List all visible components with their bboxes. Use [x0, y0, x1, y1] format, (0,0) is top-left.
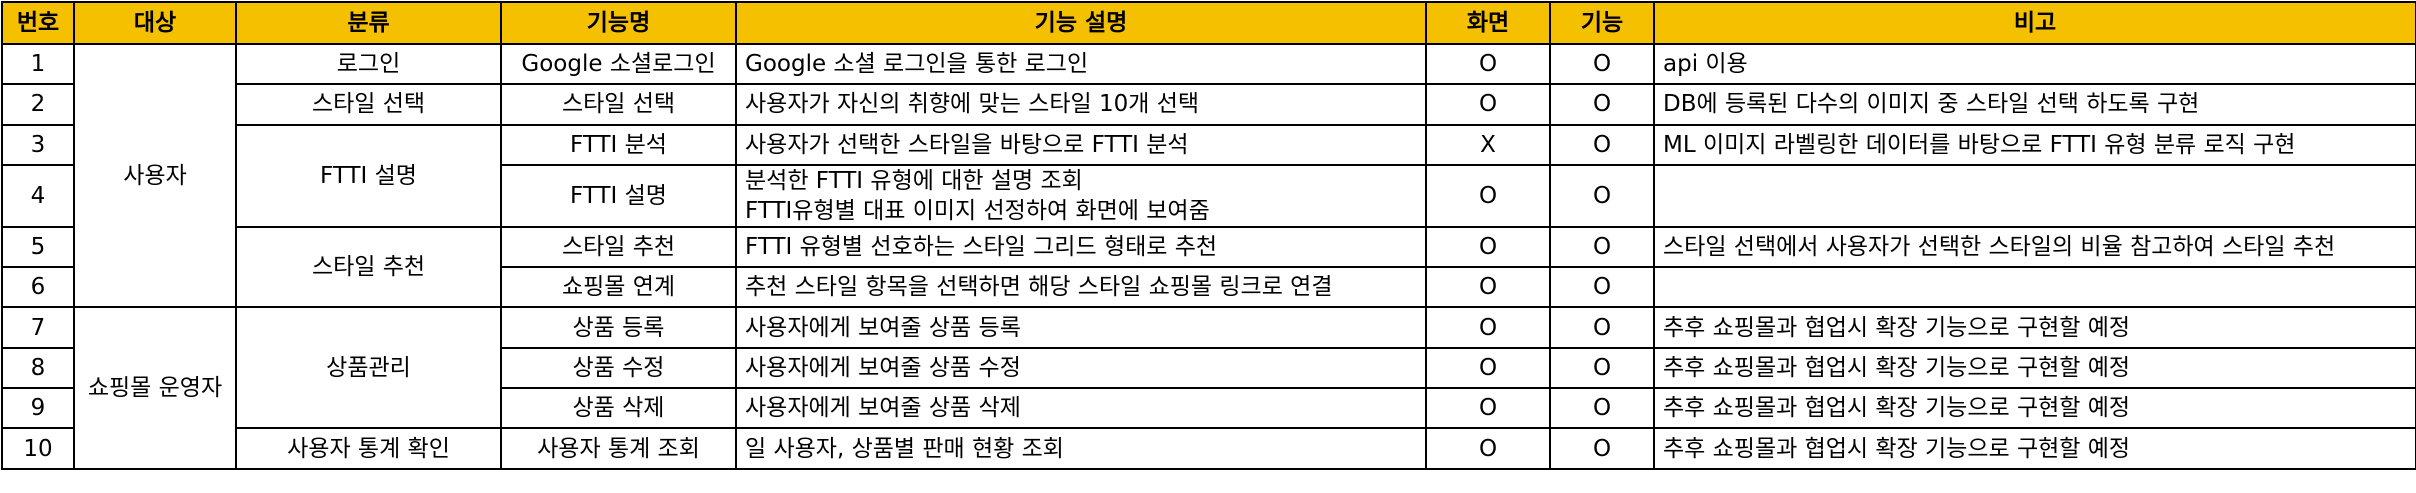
note: DB에 등록된 다수의 이미지 중 스타일 선택 하도록 구현 — [1653, 83, 2416, 126]
feature-description-line: FTTI유형별 대표 이미지 선정하여 화면에 보여줌 — [745, 197, 1210, 224]
group-operator: 쇼핑몰 운영자 — [73, 306, 237, 470]
feature-description: 일 사용자, 상품별 판매 현황 조회 — [735, 427, 1427, 470]
feature-name: Google 소셜로그인 — [500, 42, 737, 86]
header-row: 번호 대상 분류 기능명 기능 설명 화면 기능 비고 — [1, 1, 2416, 45]
row-no: 8 — [1, 346, 75, 390]
header-screen: 화면 — [1425, 1, 1551, 45]
feature-name: 스타일 선택 — [500, 83, 737, 126]
function-flag: O — [1549, 42, 1655, 86]
function-flag: O — [1549, 83, 1655, 126]
feature-name: 상품 등록 — [500, 306, 737, 349]
note: 추후 쇼핑몰과 협업시 확장 기능으로 구현할 예정 — [1653, 387, 2416, 430]
category-stats: 사용자 통계 확인 — [235, 427, 502, 470]
function-flag: O — [1549, 225, 1655, 269]
feature-name: 상품 삭제 — [500, 387, 737, 430]
feature-description: 사용자가 선택한 스타일을 바탕으로 FTTI 분석 — [735, 123, 1427, 166]
feature-description: FTTI 유형별 선호하는 스타일 그리드 형태로 추천 — [735, 225, 1427, 269]
table-row: 3 FTTI 설명 FTTI 분석 사용자가 선택한 스타일을 바탕으로 FTT… — [1, 123, 2416, 228]
function-flag: O — [1549, 346, 1655, 390]
function-flag: O — [1549, 163, 1655, 228]
header-target: 대상 — [73, 1, 237, 45]
header-category: 분류 — [235, 1, 502, 45]
header-description: 기능 설명 — [735, 1, 1427, 45]
screen-flag: O — [1425, 42, 1551, 86]
category-ftti: FTTI 설명 — [235, 123, 502, 228]
feature-description: 사용자가 자신의 취향에 맞는 스타일 10개 선택 — [735, 83, 1427, 126]
group-user: 사용자 — [73, 42, 237, 309]
table-row: 8 상품 수정 사용자에게 보여줄 상품 수정 O O 추후 쇼핑몰과 협업시 … — [1, 346, 2416, 390]
note: 추후 쇼핑몰과 협업시 확장 기능으로 구현할 예정 — [1653, 346, 2416, 390]
table-row: 9 상품 삭제 사용자에게 보여줄 상품 삭제 O O 추후 쇼핑몰과 협업시 … — [1, 387, 2416, 430]
table-row: 1 사용자 로그인 Google 소셜로그인 Google 소셜 로그인을 통한… — [1, 42, 2416, 309]
table-row: 7 쇼핑몰 운영자 상품관리 상품 등록 사용자에게 보여줄 상품 등록 O O… — [1, 306, 2416, 470]
row-no: 1 — [1, 42, 75, 86]
row-no: 9 — [1, 387, 75, 430]
category-style-rec: 스타일 추천 — [235, 225, 502, 309]
screen-flag: O — [1425, 306, 1551, 349]
function-flag: O — [1549, 427, 1655, 470]
row-no: 2 — [1, 83, 75, 126]
table-row: 10 사용자 통계 확인 사용자 통계 조회 일 사용자, 상품별 판매 현황 … — [1, 427, 2416, 470]
category-product: 상품관리 — [235, 306, 502, 430]
feature-name: FTTI 분석 — [500, 123, 737, 166]
feature-description: Google 소셜 로그인을 통한 로그인 — [735, 42, 1427, 86]
feature-description: 사용자에게 보여줄 상품 등록 — [735, 306, 1427, 349]
screen-flag: O — [1425, 225, 1551, 269]
row-no: 4 — [1, 163, 75, 228]
feature-spec-table: 번호 대상 분류 기능명 기능 설명 화면 기능 비고 1 사용자 로그인 Go… — [1, 1, 2416, 470]
row-no: 10 — [1, 427, 75, 470]
screen-flag: O — [1425, 163, 1551, 228]
function-flag: O — [1549, 387, 1655, 430]
feature-name: 사용자 통계 조회 — [500, 427, 737, 470]
screen-flag: O — [1425, 427, 1551, 470]
screen-flag: O — [1425, 346, 1551, 390]
table-row: 4 FTTI 설명 분석한 FTTI 유형에 대한 설명 조회 FTTI유형별 … — [1, 163, 2416, 228]
row-no: 5 — [1, 225, 75, 269]
feature-description: 추천 스타일 항목을 선택하면 해당 스타일 쇼핑몰 링크로 연결 — [735, 266, 1427, 309]
note — [1653, 266, 2416, 309]
row-no: 7 — [1, 306, 75, 349]
feature-name: 쇼핑몰 연계 — [500, 266, 737, 309]
note: 추후 쇼핑몰과 협업시 확장 기능으로 구현할 예정 — [1653, 306, 2416, 349]
function-flag: O — [1549, 266, 1655, 309]
feature-description: 사용자에게 보여줄 상품 수정 — [735, 346, 1427, 390]
feature-name: 상품 수정 — [500, 346, 737, 390]
header-feature: 기능명 — [500, 1, 737, 45]
note: ML 이미지 라벨링한 데이터를 바탕으로 FTTI 유형 분류 로직 구현 — [1653, 123, 2416, 166]
row-no: 3 — [1, 123, 75, 166]
feature-name: 스타일 추천 — [500, 225, 737, 269]
function-flag: O — [1549, 123, 1655, 166]
screen-flag: O — [1425, 266, 1551, 309]
feature-name: FTTI 설명 — [500, 163, 737, 228]
row-no: 6 — [1, 266, 75, 309]
note: api 이용 — [1653, 42, 2416, 86]
feature-description: 사용자에게 보여줄 상품 삭제 — [735, 387, 1427, 430]
screen-flag: O — [1425, 83, 1551, 126]
screen-flag: O — [1425, 387, 1551, 430]
table-row: 5 스타일 추천 스타일 추천 FTTI 유형별 선호하는 스타일 그리드 형태… — [1, 225, 2416, 309]
feature-description-line: 분석한 FTTI 유형에 대한 설명 조회 — [745, 167, 1083, 194]
table-row: 6 쇼핑몰 연계 추천 스타일 항목을 선택하면 해당 스타일 쇼핑몰 링크로 … — [1, 266, 2416, 309]
header-no: 번호 — [1, 1, 75, 45]
note: 스타일 선택에서 사용자가 선택한 스타일의 비율 참고하여 스타일 추천 — [1653, 225, 2416, 269]
table-row: 2 스타일 선택 스타일 선택 사용자가 자신의 취향에 맞는 스타일 10개 … — [1, 83, 2416, 126]
category-style-select: 스타일 선택 — [235, 83, 502, 126]
header-function: 기능 — [1549, 1, 1655, 45]
screen-flag: X — [1425, 123, 1551, 166]
note: 추후 쇼핑몰과 협업시 확장 기능으로 구현할 예정 — [1653, 427, 2416, 470]
function-flag: O — [1549, 306, 1655, 349]
header-note: 비고 — [1653, 1, 2416, 45]
note — [1653, 163, 2416, 228]
category-login: 로그인 — [235, 42, 502, 86]
feature-description: 분석한 FTTI 유형에 대한 설명 조회 FTTI유형별 대표 이미지 선정하… — [735, 163, 1427, 228]
